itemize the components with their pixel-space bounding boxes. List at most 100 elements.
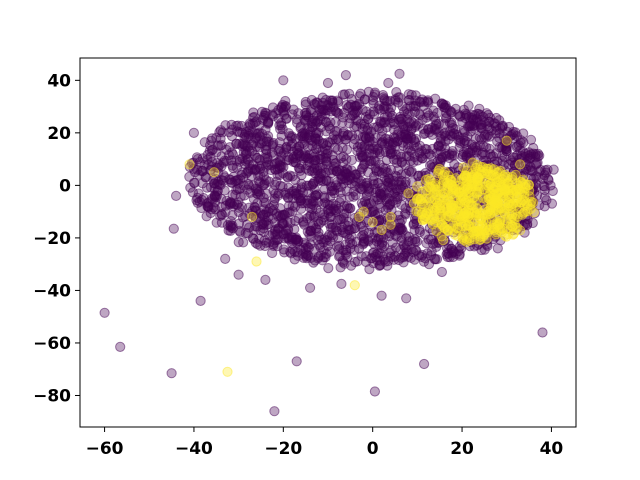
data-point-s0-1905 bbox=[345, 99, 357, 110]
data-point-s0-2206 bbox=[369, 386, 380, 397]
data-point-s0-1775 bbox=[410, 234, 421, 245]
data-point-s0-2189 bbox=[361, 256, 372, 268]
data-point-s0-1796 bbox=[234, 156, 245, 167]
data-point-s0-2026 bbox=[261, 175, 272, 186]
data-point-s0-1288 bbox=[263, 136, 274, 147]
x-axis: −60 −40 −20 0 20 40 bbox=[86, 427, 563, 459]
data-point-s0-2110 bbox=[309, 255, 321, 266]
data-point-s0-1601 bbox=[527, 166, 538, 177]
data-point-s1-2721 bbox=[457, 231, 468, 243]
data-point-s0-2234 bbox=[278, 106, 289, 117]
data-point-s1-2737 bbox=[222, 366, 233, 377]
data-point-s0-2208 bbox=[537, 327, 548, 338]
data-point-s0-2200 bbox=[99, 307, 110, 318]
data-point-s0-1951 bbox=[322, 240, 333, 251]
data-point-s0-2081 bbox=[299, 219, 310, 230]
data-point-s1-2713 bbox=[505, 213, 517, 224]
data-point-s0-2023 bbox=[427, 122, 438, 133]
data-point-s0-2212 bbox=[215, 125, 226, 136]
data-point-s1-2718 bbox=[445, 202, 456, 213]
data-point-s0-2131 bbox=[364, 136, 375, 147]
data-point-s0-1740 bbox=[367, 247, 379, 259]
data-point-s1-2741 bbox=[246, 211, 258, 222]
data-point-s1-2746 bbox=[376, 224, 387, 236]
data-point-s0-1781 bbox=[198, 193, 209, 204]
data-point-s0-2179 bbox=[332, 144, 343, 155]
data-point-s0-1975 bbox=[507, 152, 519, 163]
data-point-s0-2165 bbox=[295, 195, 307, 206]
data-point-s0-2083 bbox=[414, 226, 425, 238]
data-point-s0-2037 bbox=[280, 95, 291, 107]
data-point-s1-2701 bbox=[468, 228, 480, 240]
data-point-s0-1785 bbox=[231, 138, 242, 149]
data-point-s0-1567 bbox=[359, 94, 370, 105]
data-point-s0-2101 bbox=[283, 154, 295, 166]
data-point-s1-2744 bbox=[358, 206, 369, 217]
y-tick-label: −20 bbox=[33, 229, 71, 249]
data-point-s0-2224 bbox=[336, 278, 347, 289]
data-point-s0-1979 bbox=[398, 257, 409, 268]
data-point-s0-2124 bbox=[365, 156, 377, 167]
y-axis: −80 −60 −40 −20 0 20 40 bbox=[33, 71, 80, 406]
data-point-s0-2222 bbox=[260, 274, 271, 285]
data-point-s0-1873 bbox=[244, 125, 255, 136]
data-point-s0-1961 bbox=[291, 234, 302, 245]
data-point-s0-1771 bbox=[336, 181, 347, 192]
data-point-s1-2666 bbox=[510, 222, 521, 233]
data-point-s0-2086 bbox=[339, 258, 350, 269]
data-point-s0-2215 bbox=[340, 70, 351, 81]
data-point-s0-1756 bbox=[357, 162, 369, 173]
data-point-s0-1942 bbox=[248, 107, 259, 118]
data-point-s0-2174 bbox=[380, 101, 391, 112]
y-tick-label: 20 bbox=[47, 124, 71, 144]
data-point-s0-1872 bbox=[315, 242, 326, 253]
data-point-s0-2136 bbox=[399, 106, 410, 117]
data-point-s0-2217 bbox=[394, 68, 405, 79]
data-point-s1-2735 bbox=[478, 184, 489, 195]
data-point-s0-2054 bbox=[405, 131, 416, 142]
data-point-s0-1805 bbox=[230, 189, 241, 200]
x-tick-label: −60 bbox=[86, 439, 124, 459]
data-point-s1-2752 bbox=[510, 169, 521, 180]
data-point-s0-1596 bbox=[272, 169, 283, 180]
data-point-s0-2204 bbox=[269, 406, 280, 417]
data-point-s0-1906 bbox=[201, 182, 213, 193]
data-point-s0-2104 bbox=[226, 131, 238, 142]
data-point-s0-2152 bbox=[453, 134, 464, 145]
data-point-s0-2109 bbox=[291, 114, 302, 125]
data-point-s0-1944 bbox=[440, 143, 451, 154]
data-point-s0-2160 bbox=[311, 127, 322, 138]
data-point-s0-1283 bbox=[223, 150, 234, 161]
data-point-s0-1988 bbox=[291, 143, 302, 154]
data-point-s0-508 bbox=[525, 134, 537, 145]
data-point-s0-1799 bbox=[539, 181, 550, 192]
data-point-s0-1874 bbox=[317, 162, 328, 174]
data-point-s0-1616 bbox=[323, 263, 334, 274]
data-point-s0-2093 bbox=[277, 217, 288, 228]
data-point-s1-2742 bbox=[349, 280, 360, 291]
data-point-s0-2063 bbox=[225, 174, 236, 185]
data-point-s0-1820 bbox=[287, 186, 298, 197]
data-point-s0-2191 bbox=[339, 200, 350, 211]
x-tick-label: 20 bbox=[450, 439, 474, 459]
data-point-s1-2733 bbox=[490, 205, 501, 216]
data-point-s0-2007 bbox=[422, 96, 433, 107]
data-point-s0-1714 bbox=[209, 191, 220, 202]
data-point-s0-1744 bbox=[368, 258, 379, 269]
data-point-s0-2001 bbox=[376, 131, 387, 142]
data-point-s1-2674 bbox=[514, 203, 525, 214]
scatter-points bbox=[99, 68, 559, 417]
data-point-s0-2214 bbox=[322, 77, 334, 89]
data-point-s0-1963 bbox=[269, 164, 281, 175]
data-point-s0-2064 bbox=[266, 147, 278, 158]
data-point-s0-1846 bbox=[357, 131, 368, 142]
data-point-s0-2125 bbox=[421, 112, 432, 123]
data-point-s0-1933 bbox=[215, 210, 226, 221]
data-point-s0-1883 bbox=[445, 126, 456, 137]
data-point-s0-2011 bbox=[245, 187, 256, 198]
data-point-s0-1875 bbox=[260, 108, 272, 119]
data-point-s0-1946 bbox=[390, 197, 401, 208]
data-point-s1-2703 bbox=[519, 206, 531, 217]
data-point-s0-1554 bbox=[391, 87, 402, 98]
data-point-s0-2143 bbox=[327, 97, 338, 109]
